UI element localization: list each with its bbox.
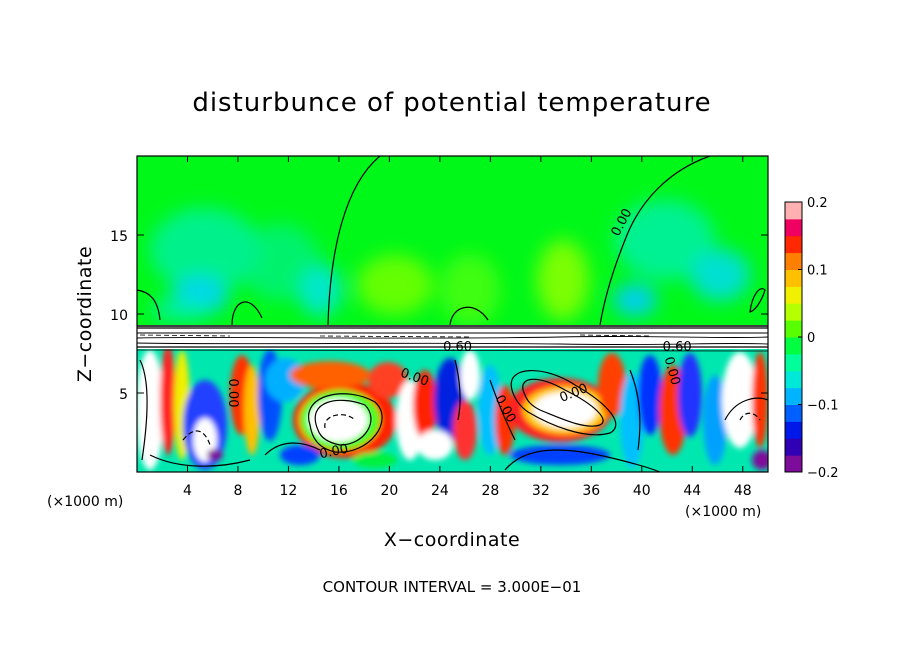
contour-label: 0.00 [225, 379, 240, 408]
colorbar-swatch [785, 421, 802, 439]
colorbar-tick-label: 0.1 [807, 264, 828, 279]
x-tick-label: 20 [380, 483, 398, 499]
colorbar-swatch [785, 286, 802, 304]
colorbar-swatch [785, 387, 802, 405]
x-tick-label: 44 [683, 483, 701, 499]
x-tick-label: 16 [330, 483, 348, 499]
colorbar-tick-label: 0 [807, 331, 815, 346]
colorbar-swatch [785, 404, 802, 422]
y-axis-ticks: 5 10 15 [110, 229, 768, 403]
contour-label: 0.60 [443, 340, 472, 355]
colorbar-swatch [785, 438, 802, 456]
y-axis-unit: (×1000 m) [47, 494, 123, 510]
colorbar-tick-label: 0.2 [807, 196, 828, 211]
x-tick-label: 36 [582, 483, 600, 499]
colorbar-swatch [785, 320, 802, 338]
colorbar-swatch [785, 235, 802, 254]
x-tick-label: 24 [431, 483, 449, 499]
inversion-layer [137, 325, 768, 352]
contour-label: 0.00 [318, 442, 349, 463]
colorbar-swatch [785, 455, 802, 473]
x-tick-label: 8 [233, 483, 242, 499]
x-axis-ticks: 4 8 12 16 20 24 28 32 36 40 44 48 [183, 156, 752, 499]
y-tick-label: 5 [119, 387, 128, 403]
x-tick-label: 32 [532, 483, 550, 499]
y-tick-label: 10 [110, 308, 128, 324]
plot-frame [136, 155, 769, 473]
colorbar-tick-label: −0.2 [807, 466, 839, 481]
colorbar-ticks: 0.2 0.1 0 −0.1 −0.2 [798, 196, 839, 481]
x-tick-label: 48 [734, 483, 752, 499]
x-tick-label: 12 [280, 483, 298, 499]
colorbar-swatch [785, 303, 802, 321]
colorbar-swatch [785, 370, 802, 389]
contour-label: 0.60 [663, 340, 692, 355]
colorbar-swatch [785, 202, 802, 220]
contour-label: 0.00 [661, 355, 683, 387]
upper-perturbations [150, 200, 750, 326]
x-tick-label: 28 [481, 483, 499, 499]
colorbar-swatch [785, 252, 802, 270]
plot-area [137, 156, 768, 472]
x-axis-label: X−coordinate [384, 529, 520, 551]
colorbar-tick-label: −0.1 [807, 399, 839, 414]
x-tick-label: 4 [183, 483, 192, 499]
colorbar-swatch [785, 353, 802, 372]
lower-contours [139, 359, 768, 472]
colorbar [785, 202, 802, 473]
colorbar-swatch [785, 269, 802, 287]
colorbar-swatch [785, 337, 802, 355]
y-axis-label: Z−coordinate [74, 246, 96, 382]
x-tick-label: 40 [633, 483, 651, 499]
chart-title: disturbunce of potential temperature [192, 88, 711, 118]
upper-contours [137, 156, 766, 326]
contour-interval-note: CONTOUR INTERVAL = 3.000E−01 [323, 578, 582, 596]
y-tick-label: 15 [110, 229, 128, 245]
x-axis-unit: (×1000 m) [685, 504, 761, 520]
colorbar-swatch [785, 218, 802, 237]
